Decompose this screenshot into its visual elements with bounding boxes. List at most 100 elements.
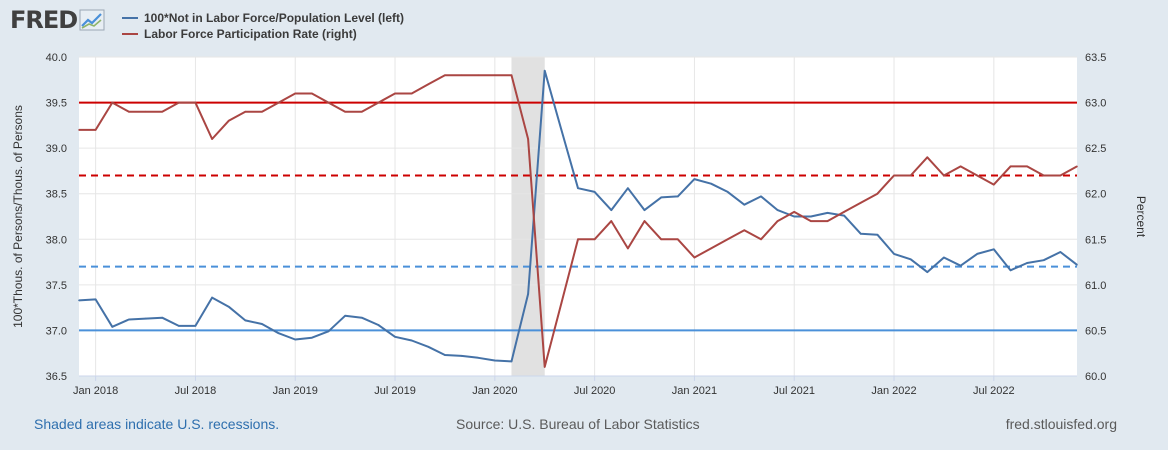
legend-swatch-red [122, 33, 138, 35]
series-1-point-53 [959, 165, 962, 168]
series-0-point-41 [760, 195, 762, 198]
series-1-point-60 [1076, 165, 1078, 168]
series-1-point-52 [943, 174, 945, 177]
series-1-point-15 [327, 101, 330, 104]
series-0-point-25 [494, 359, 496, 362]
series-0-point-58 [1042, 259, 1045, 262]
series-1-point-58 [1042, 174, 1045, 177]
series-1-point-54 [976, 174, 978, 177]
series-0-point-26 [510, 360, 513, 363]
series-1-point-35 [660, 238, 662, 241]
source-text: Source: U.S. Bureau of Labor Statistics [456, 416, 700, 432]
series-0-point-7 [194, 325, 197, 327]
series-1-point-59 [1059, 174, 1062, 177]
legend-item-blue[interactable]: 100*Not in Labor Force/Population Level … [122, 10, 404, 26]
x-tick-3: Jul 2019 [374, 385, 416, 394]
series-0-point-1 [94, 298, 97, 301]
series-0-point-31 [593, 191, 596, 193]
legend-swatch-blue [122, 17, 138, 19]
series-1-point-6 [178, 101, 180, 104]
series-1-point-34 [643, 220, 646, 222]
series-0-point-8 [211, 296, 213, 299]
series-1-point-48 [876, 192, 879, 195]
series-1-point-9 [227, 120, 230, 122]
series-1-point-32 [610, 220, 613, 222]
series-0-point-43 [793, 215, 796, 218]
series-0-point-30 [577, 187, 579, 190]
series-0-point-37 [693, 178, 696, 180]
y-right-tick-4: 62.0 [1085, 189, 1106, 201]
y-right-tick-7: 63.5 [1085, 52, 1106, 64]
series-0-point-23 [460, 355, 463, 357]
x-tick-8: Jan 2022 [871, 385, 916, 394]
y-right-tick-2: 61.0 [1085, 280, 1106, 292]
series-1-point-45 [826, 220, 829, 222]
chart[interactable]: 36.5 37.0 37.5 38.0 38.5 39.0 39.5 40.0 60.0 60.5… [0, 44, 1168, 394]
series-1-point-31 [593, 238, 596, 241]
legend-label-blue: 100*Not in Labor Force/Population Level … [144, 11, 405, 25]
legend: 100*Not in Labor Force/Population Level … [122, 10, 404, 42]
y-left-tick-6: 39.5 [46, 98, 67, 110]
series-0-point-16 [344, 315, 346, 317]
series-1-point-2 [111, 101, 114, 104]
series-1-point-40 [743, 229, 746, 231]
series-1-point-57 [1026, 165, 1028, 168]
series-0-point-10 [244, 319, 247, 322]
series-1-point-1 [94, 129, 97, 131]
series-0-point-34 [643, 209, 646, 211]
series-0-point-24 [477, 356, 480, 359]
series-1-point-38 [710, 247, 712, 250]
series-0-point-9 [227, 305, 230, 308]
series-1-point-22 [444, 74, 446, 77]
series-1-point-4 [144, 110, 147, 113]
series-1-point-3 [128, 110, 130, 113]
series-0-point-5 [161, 316, 163, 319]
y-right-tick-3: 61.5 [1085, 234, 1106, 246]
series-0-point-27 [527, 293, 529, 295]
site-link[interactable]: fred.stlouisfed.org [1005, 416, 1117, 432]
legend-label-red: Labor Force Participation Rate (right) [144, 27, 357, 41]
series-1-point-20 [410, 92, 413, 95]
footer: Shaded areas indicate U.S. recessions. S… [0, 412, 1168, 436]
series-0-point-45 [826, 212, 829, 214]
series-1-point-7 [194, 101, 197, 104]
series-1-point-14 [311, 92, 313, 95]
y-left-tick-1: 37.0 [46, 325, 67, 337]
recession-shade-0 [511, 57, 545, 376]
x-tick-5: Jul 2020 [574, 385, 616, 394]
y-left-tick-4: 38.5 [46, 189, 67, 201]
series-0-point-42 [776, 209, 779, 211]
fred-logo[interactable]: FRED [10, 6, 105, 34]
series-0-point-54 [976, 253, 978, 255]
y-left-axis-label: 100*Thous. of Persons/Thous. of Persons [11, 105, 25, 328]
series-0-point-19 [394, 336, 396, 338]
series-0-point-55 [993, 248, 995, 251]
series-0-point-48 [876, 233, 879, 236]
series-1-point-43 [793, 211, 796, 213]
x-tick-2: Jan 2019 [273, 385, 318, 394]
series-1-point-44 [810, 220, 812, 222]
series-1-point-29 [560, 302, 563, 304]
y-left-tick-3: 38.0 [46, 234, 67, 246]
chart-trend-icon [79, 9, 105, 31]
series-1-point-26 [510, 74, 513, 77]
series-1-point-28 [543, 366, 546, 368]
y-right-tick-0: 60.0 [1085, 371, 1106, 383]
series-1-point-23 [460, 74, 463, 77]
series-0-point-17 [360, 316, 363, 319]
series-0-point-51 [926, 271, 929, 273]
series-1-point-42 [776, 220, 779, 222]
series-0-point-0 [78, 299, 80, 302]
y-left-tick-2: 37.5 [46, 280, 67, 292]
series-0-point-56 [1009, 269, 1012, 272]
series-0-point-38 [710, 182, 712, 185]
series-0-point-49 [893, 253, 895, 255]
series-0-point-59 [1059, 251, 1062, 253]
y-left-tick-7: 40.0 [46, 52, 67, 64]
series-1-point-16 [344, 110, 346, 113]
series-0-point-2 [111, 325, 114, 328]
series-0-point-12 [277, 332, 280, 334]
y-right-tick-6: 63.0 [1085, 98, 1106, 110]
series-1-point-33 [627, 247, 629, 250]
legend-item-red[interactable]: Labor Force Participation Rate (right) [122, 26, 404, 42]
